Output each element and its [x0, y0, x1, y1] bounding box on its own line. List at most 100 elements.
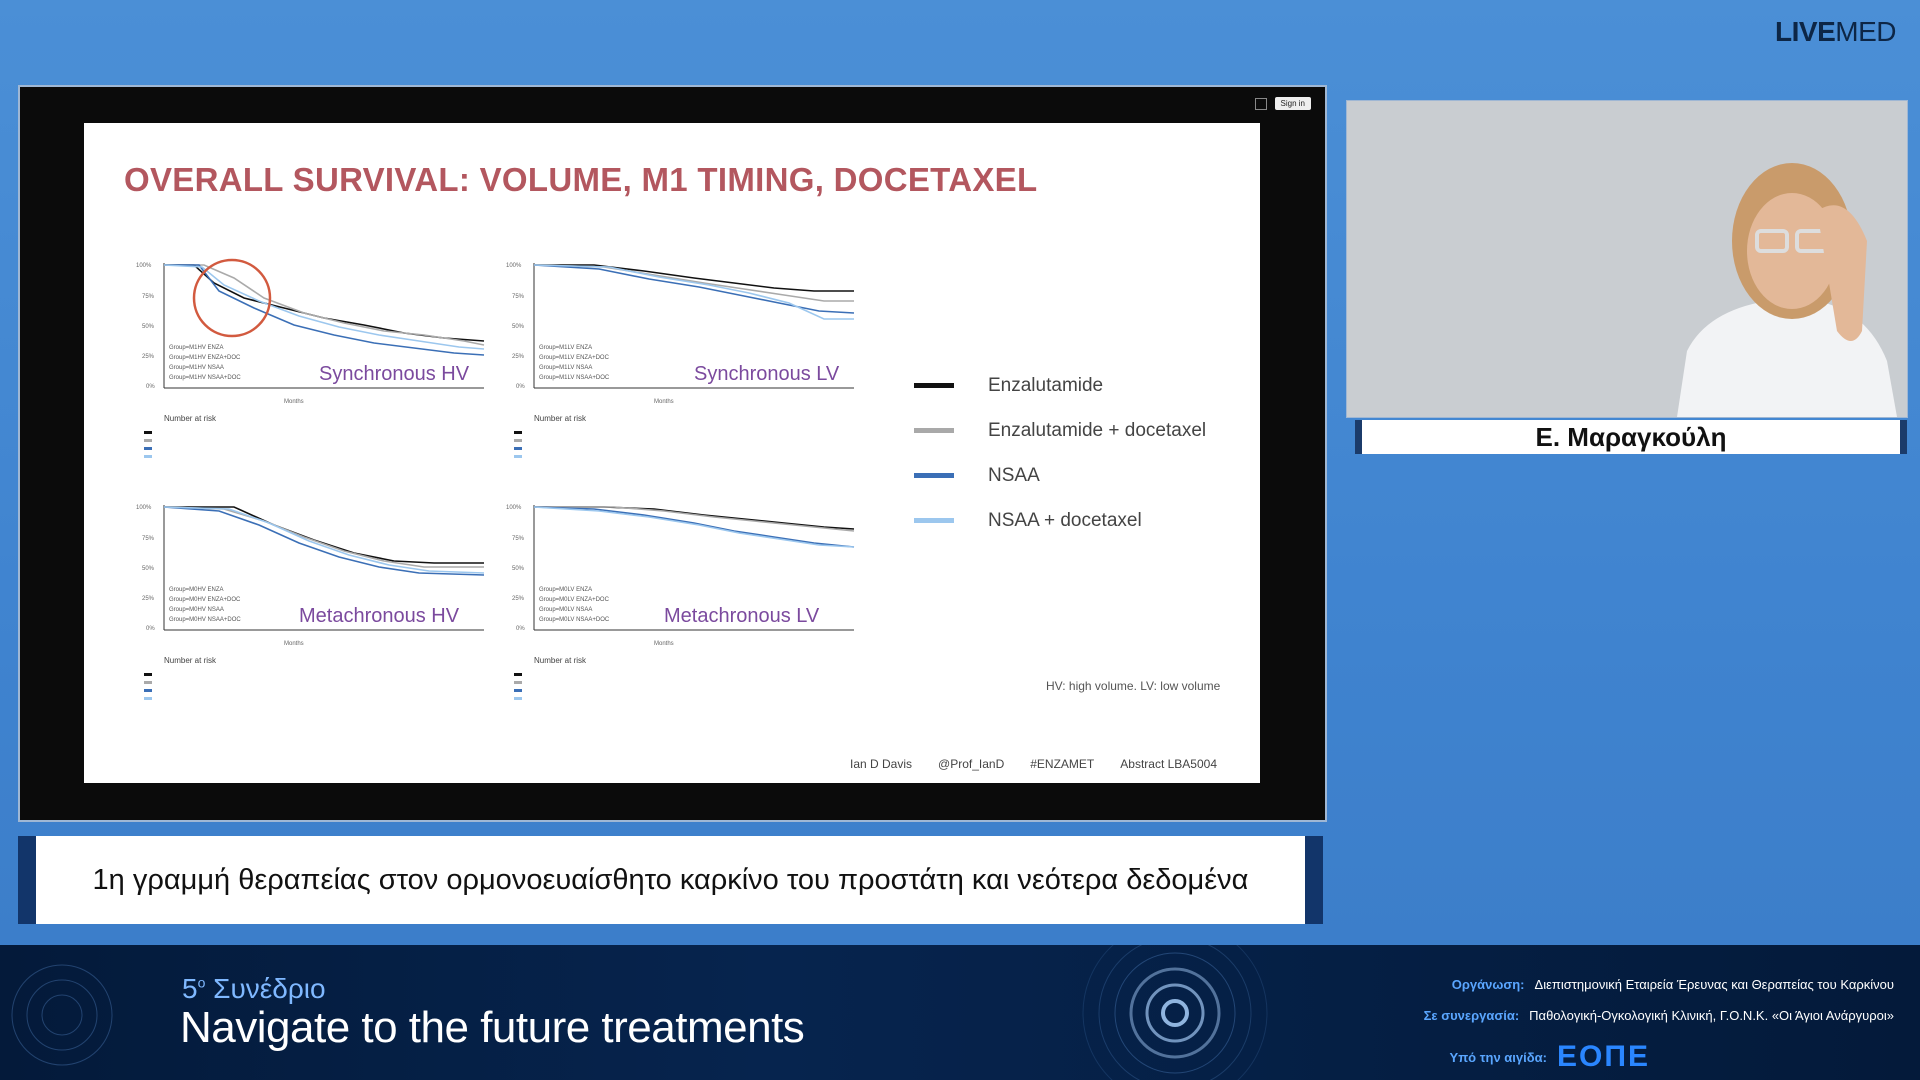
svg-text:Number at risk: Number at risk [534, 656, 587, 665]
svg-text:Group=M0HV NSAA+DOC: Group=M0HV NSAA+DOC [169, 617, 241, 623]
partner-name: Παθολογική-Ογκολογική Κλινική, Γ.Ο.Ν.Κ. … [1529, 1008, 1894, 1023]
svg-text:Group=M1HV NSAA: Group=M1HV NSAA [169, 365, 224, 371]
legend-swatch [914, 383, 954, 388]
slide-title: OVERALL SURVIVAL: VOLUME, M1 TIMING, DOC… [124, 161, 1038, 198]
auspices-label: Υπό την αιγίδα: [1449, 1049, 1547, 1065]
edition-number: 5 [182, 973, 198, 1004]
footer-handle: @Prof_IanD [938, 757, 1005, 771]
svg-text:Group=M0LV NSAA: Group=M0LV NSAA [539, 607, 592, 613]
km-plot: 100% 75% 50% 25% 0% Months Group=M0LV EN… [506, 505, 855, 700]
svg-text:Group=M0HV NSAA: Group=M0HV NSAA [169, 607, 224, 613]
highlight-circle [192, 258, 272, 338]
partner-label: Σε συνεργασία: [1423, 1008, 1520, 1023]
organizer-line: Οργάνωση: Διεπιστημονική Εταιρεία Έρευνα… [1452, 977, 1894, 992]
speaker-video [1346, 100, 1908, 418]
panel-title: Metachronous HV [299, 605, 460, 627]
km-panel-synchronous-lv: 100% 75% 50% 25% 0% Months Group=M1LV EN… [494, 253, 864, 483]
footer-author: Ian D Davis [850, 757, 913, 771]
svg-text:0%: 0% [146, 384, 155, 390]
svg-text:Group=M1HV NSAA+DOC: Group=M1HV NSAA+DOC [169, 375, 241, 381]
svg-text:50%: 50% [512, 566, 525, 572]
svg-text:25%: 25% [512, 354, 525, 360]
svg-text:75%: 75% [142, 294, 155, 300]
svg-text:0%: 0% [146, 626, 155, 632]
svg-text:50%: 50% [512, 324, 525, 330]
svg-text:Group=M1LV NSAA+DOC: Group=M1LV NSAA+DOC [539, 375, 610, 381]
screen-toolbar: Sign in [20, 87, 1325, 123]
legend-item: NSAA [914, 453, 1206, 498]
legend-item: NSAA + docetaxel [914, 498, 1206, 543]
session-caption: 1η γραμμή θεραπείας στον ορμονοευαίσθητο… [18, 836, 1323, 924]
livemed-logo: LIVEMED [1775, 16, 1896, 48]
legend-label: Enzalutamide [988, 374, 1104, 396]
svg-text:Group=M0HV ENZA: Group=M0HV ENZA [169, 587, 224, 593]
auspices-line: Υπό την αιγίδα: ΕΟΠΕ [1450, 1040, 1650, 1074]
svg-text:100%: 100% [506, 505, 522, 511]
speaker-name-label: Ε. Μαραγκούλη [1355, 420, 1907, 454]
banner-ripple-graphic [11, 945, 1268, 1080]
legend-label: NSAA [988, 464, 1040, 486]
svg-text:Months: Months [654, 641, 674, 647]
svg-text:Number at risk: Number at risk [164, 656, 217, 665]
svg-text:100%: 100% [136, 505, 152, 511]
edition-word: Συνέδριο [213, 973, 326, 1004]
svg-text:Group=M1LV ENZA: Group=M1LV ENZA [539, 345, 592, 351]
logo-bold: LIVE [1775, 16, 1836, 47]
panel-title: Synchronous HV [319, 363, 470, 385]
svg-text:Group=M0HV ENZA+DOC: Group=M0HV ENZA+DOC [169, 597, 241, 603]
svg-text:75%: 75% [512, 536, 525, 542]
edition-suffix: ο [197, 974, 206, 991]
presentation-slide: OVERALL SURVIVAL: VOLUME, M1 TIMING, DOC… [84, 123, 1260, 783]
legend-item: Enzalutamide [914, 363, 1206, 408]
legend-item: Enzalutamide + docetaxel [914, 408, 1206, 453]
svg-text:Number at risk: Number at risk [534, 414, 587, 423]
svg-text:25%: 25% [142, 596, 155, 602]
km-panel-metachronous-hv: 100% 75% 50% 25% 0% Months Group=M0HV EN… [124, 495, 494, 725]
svg-text:0%: 0% [516, 626, 525, 632]
partner-line: Σε συνεργασία: Παθολογική-Ογκολογική Κλι… [1424, 1008, 1894, 1023]
panel-title: Metachronous LV [664, 605, 820, 627]
panel-title: Synchronous LV [694, 363, 840, 385]
legend-swatch [914, 428, 954, 433]
svg-text:50%: 50% [142, 324, 155, 330]
svg-text:Group=M1LV NSAA: Group=M1LV NSAA [539, 365, 592, 371]
sign-in-button[interactable]: Sign in [1274, 97, 1311, 110]
svg-text:Months: Months [654, 399, 674, 405]
conference-banner: 5ο Συνέδριο Navigate to the future treat… [0, 945, 1920, 1080]
svg-text:0%: 0% [516, 384, 525, 390]
svg-text:Number at risk: Number at risk [164, 414, 217, 423]
legend-swatch [914, 518, 954, 523]
svg-text:Months: Months [284, 399, 304, 405]
svg-text:Group=M0LV ENZA: Group=M0LV ENZA [539, 587, 592, 593]
edition-label: 5ο Συνέδριο [182, 973, 326, 1005]
volume-note: HV: high volume. LV: low volume [1046, 679, 1221, 693]
legend-label: Enzalutamide + docetaxel [988, 419, 1207, 441]
caption-text: 1η γραμμή θεραπείας στον ορμονοευαίσθητο… [92, 863, 1249, 896]
svg-text:Months: Months [284, 641, 304, 647]
slide-legend: Enzalutamide Enzalutamide + docetaxel NS… [914, 363, 1206, 543]
svg-text:25%: 25% [142, 354, 155, 360]
conference-title: Navigate to the future treatments [180, 1003, 805, 1052]
svg-text:75%: 75% [512, 294, 525, 300]
km-plot: 100% 75% 50% 25% 0% Months Group=M0HV EN… [136, 505, 485, 700]
km-plot: 100% 75% 50% 25% 0% Months Group=M1HV EN… [136, 258, 485, 458]
km-panel-metachronous-lv: 100% 75% 50% 25% 0% Months Group=M0LV EN… [494, 495, 864, 725]
footer-hashtag: #ENZAMET [1030, 757, 1095, 771]
svg-text:50%: 50% [142, 566, 155, 572]
svg-text:25%: 25% [512, 596, 525, 602]
eope-logo: ΕΟΠΕ [1556, 1040, 1650, 1073]
km-panel-synchronous-hv: 100% 75% 50% 25% 0% Months Group=M1HV EN… [124, 253, 494, 483]
organizer-label: Οργάνωση: [1451, 977, 1525, 992]
expand-icon[interactable] [1254, 97, 1267, 110]
svg-text:Group=M0LV ENZA+DOC: Group=M0LV ENZA+DOC [539, 597, 610, 603]
svg-text:Group=M0LV NSAA+DOC: Group=M0LV NSAA+DOC [539, 617, 610, 623]
km-plot: 100% 75% 50% 25% 0% Months Group=M1LV EN… [506, 263, 855, 458]
svg-text:75%: 75% [142, 536, 155, 542]
slide-footer: Ian D Davis @Prof_IanD #ENZAMET Abstract… [850, 757, 1217, 771]
svg-text:100%: 100% [136, 263, 152, 269]
svg-text:Group=M1HV ENZA+DOC: Group=M1HV ENZA+DOC [169, 355, 241, 361]
speaker-figure-icon [1347, 101, 1907, 417]
svg-text:100%: 100% [506, 263, 522, 269]
svg-text:Group=M1LV ENZA+DOC: Group=M1LV ENZA+DOC [539, 355, 610, 361]
organizer-name: Διεπιστημονική Εταιρεία Έρευνας και Θερα… [1534, 977, 1894, 992]
